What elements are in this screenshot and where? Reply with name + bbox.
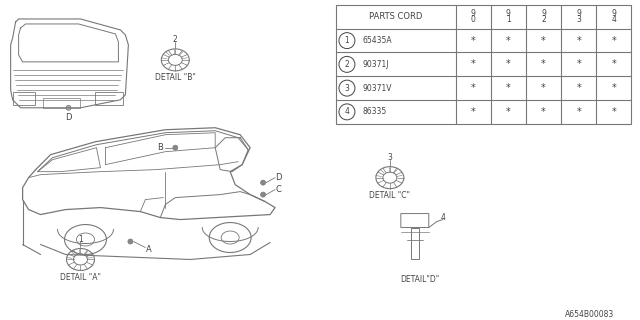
- Text: 9: 9: [506, 9, 511, 18]
- Text: 2: 2: [173, 36, 178, 44]
- Bar: [336, 5, 632, 124]
- Text: 2: 2: [344, 60, 349, 69]
- Text: 4: 4: [440, 213, 445, 222]
- Text: 1: 1: [506, 15, 511, 24]
- Text: DETAIL "A": DETAIL "A": [60, 273, 101, 282]
- Text: DETAIL"D": DETAIL"D": [400, 275, 440, 284]
- Text: *: *: [611, 107, 616, 117]
- Text: 9: 9: [576, 9, 581, 18]
- Text: *: *: [506, 107, 511, 117]
- Text: *: *: [541, 107, 546, 117]
- Text: *: *: [576, 36, 581, 46]
- Text: 9: 9: [611, 9, 616, 18]
- Bar: [43, 98, 81, 108]
- Circle shape: [173, 145, 178, 150]
- Text: 86335: 86335: [363, 108, 387, 116]
- Text: 1: 1: [78, 235, 83, 244]
- Bar: [95, 92, 124, 105]
- Text: *: *: [506, 60, 511, 69]
- Text: 4: 4: [611, 15, 616, 24]
- Bar: [13, 92, 35, 105]
- Text: DETAIL "B": DETAIL "B": [155, 73, 196, 82]
- Text: D: D: [65, 113, 72, 122]
- Text: B: B: [157, 143, 163, 152]
- Text: *: *: [506, 83, 511, 93]
- Text: A: A: [145, 245, 151, 254]
- Text: 9: 9: [541, 9, 546, 18]
- Text: 90371V: 90371V: [363, 84, 392, 92]
- Text: *: *: [576, 83, 581, 93]
- Text: 2: 2: [541, 15, 546, 24]
- Text: *: *: [541, 60, 546, 69]
- Circle shape: [260, 192, 266, 197]
- Text: *: *: [471, 107, 476, 117]
- Circle shape: [66, 105, 71, 110]
- Text: *: *: [506, 36, 511, 46]
- Text: 3: 3: [387, 153, 392, 162]
- Text: 3: 3: [576, 15, 581, 24]
- Text: C: C: [275, 185, 281, 194]
- Text: 9: 9: [471, 9, 476, 18]
- Text: 65435A: 65435A: [363, 36, 392, 45]
- Circle shape: [128, 239, 133, 244]
- Text: *: *: [611, 36, 616, 46]
- Text: 3: 3: [344, 84, 349, 92]
- Text: *: *: [576, 107, 581, 117]
- Text: *: *: [541, 83, 546, 93]
- Circle shape: [260, 180, 266, 185]
- Text: 4: 4: [344, 108, 349, 116]
- Text: DETAIL "C": DETAIL "C": [369, 191, 410, 200]
- Text: *: *: [471, 36, 476, 46]
- Text: *: *: [541, 36, 546, 46]
- Text: *: *: [471, 60, 476, 69]
- Text: *: *: [576, 60, 581, 69]
- Text: A654B00083: A654B00083: [565, 310, 614, 319]
- Text: 1: 1: [344, 36, 349, 45]
- Text: *: *: [471, 83, 476, 93]
- Text: D: D: [275, 173, 282, 182]
- Text: PARTS CORD: PARTS CORD: [369, 12, 422, 21]
- Text: *: *: [611, 83, 616, 93]
- Bar: [411, 228, 419, 260]
- Text: *: *: [611, 60, 616, 69]
- Text: 0: 0: [471, 15, 476, 24]
- Text: 90371J: 90371J: [363, 60, 389, 69]
